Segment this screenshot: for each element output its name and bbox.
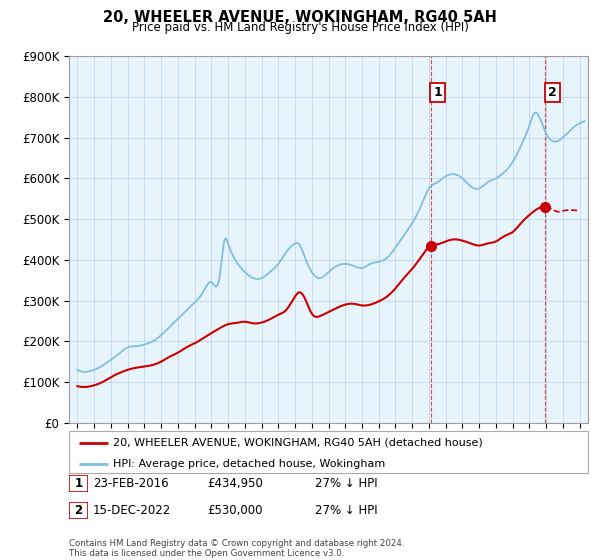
Text: Contains HM Land Registry data © Crown copyright and database right 2024.
This d: Contains HM Land Registry data © Crown c… <box>69 539 404 558</box>
FancyBboxPatch shape <box>69 502 88 519</box>
FancyBboxPatch shape <box>69 475 88 492</box>
Text: 1: 1 <box>74 477 83 491</box>
Text: 15-DEC-2022: 15-DEC-2022 <box>93 504 171 517</box>
Text: 2: 2 <box>74 504 83 517</box>
Text: 20, WHEELER AVENUE, WOKINGHAM, RG40 5AH (detached house): 20, WHEELER AVENUE, WOKINGHAM, RG40 5AH … <box>113 438 483 448</box>
Text: 27% ↓ HPI: 27% ↓ HPI <box>315 477 377 491</box>
Text: 1: 1 <box>433 86 442 99</box>
Text: £434,950: £434,950 <box>207 477 263 491</box>
Text: 20, WHEELER AVENUE, WOKINGHAM, RG40 5AH: 20, WHEELER AVENUE, WOKINGHAM, RG40 5AH <box>103 10 497 25</box>
Text: 2: 2 <box>548 86 557 99</box>
Text: HPI: Average price, detached house, Wokingham: HPI: Average price, detached house, Woki… <box>113 459 385 469</box>
FancyBboxPatch shape <box>69 431 588 473</box>
Text: 27% ↓ HPI: 27% ↓ HPI <box>315 504 377 517</box>
Text: Price paid vs. HM Land Registry's House Price Index (HPI): Price paid vs. HM Land Registry's House … <box>131 21 469 34</box>
Text: 23-FEB-2016: 23-FEB-2016 <box>93 477 169 491</box>
Text: £530,000: £530,000 <box>207 504 263 517</box>
